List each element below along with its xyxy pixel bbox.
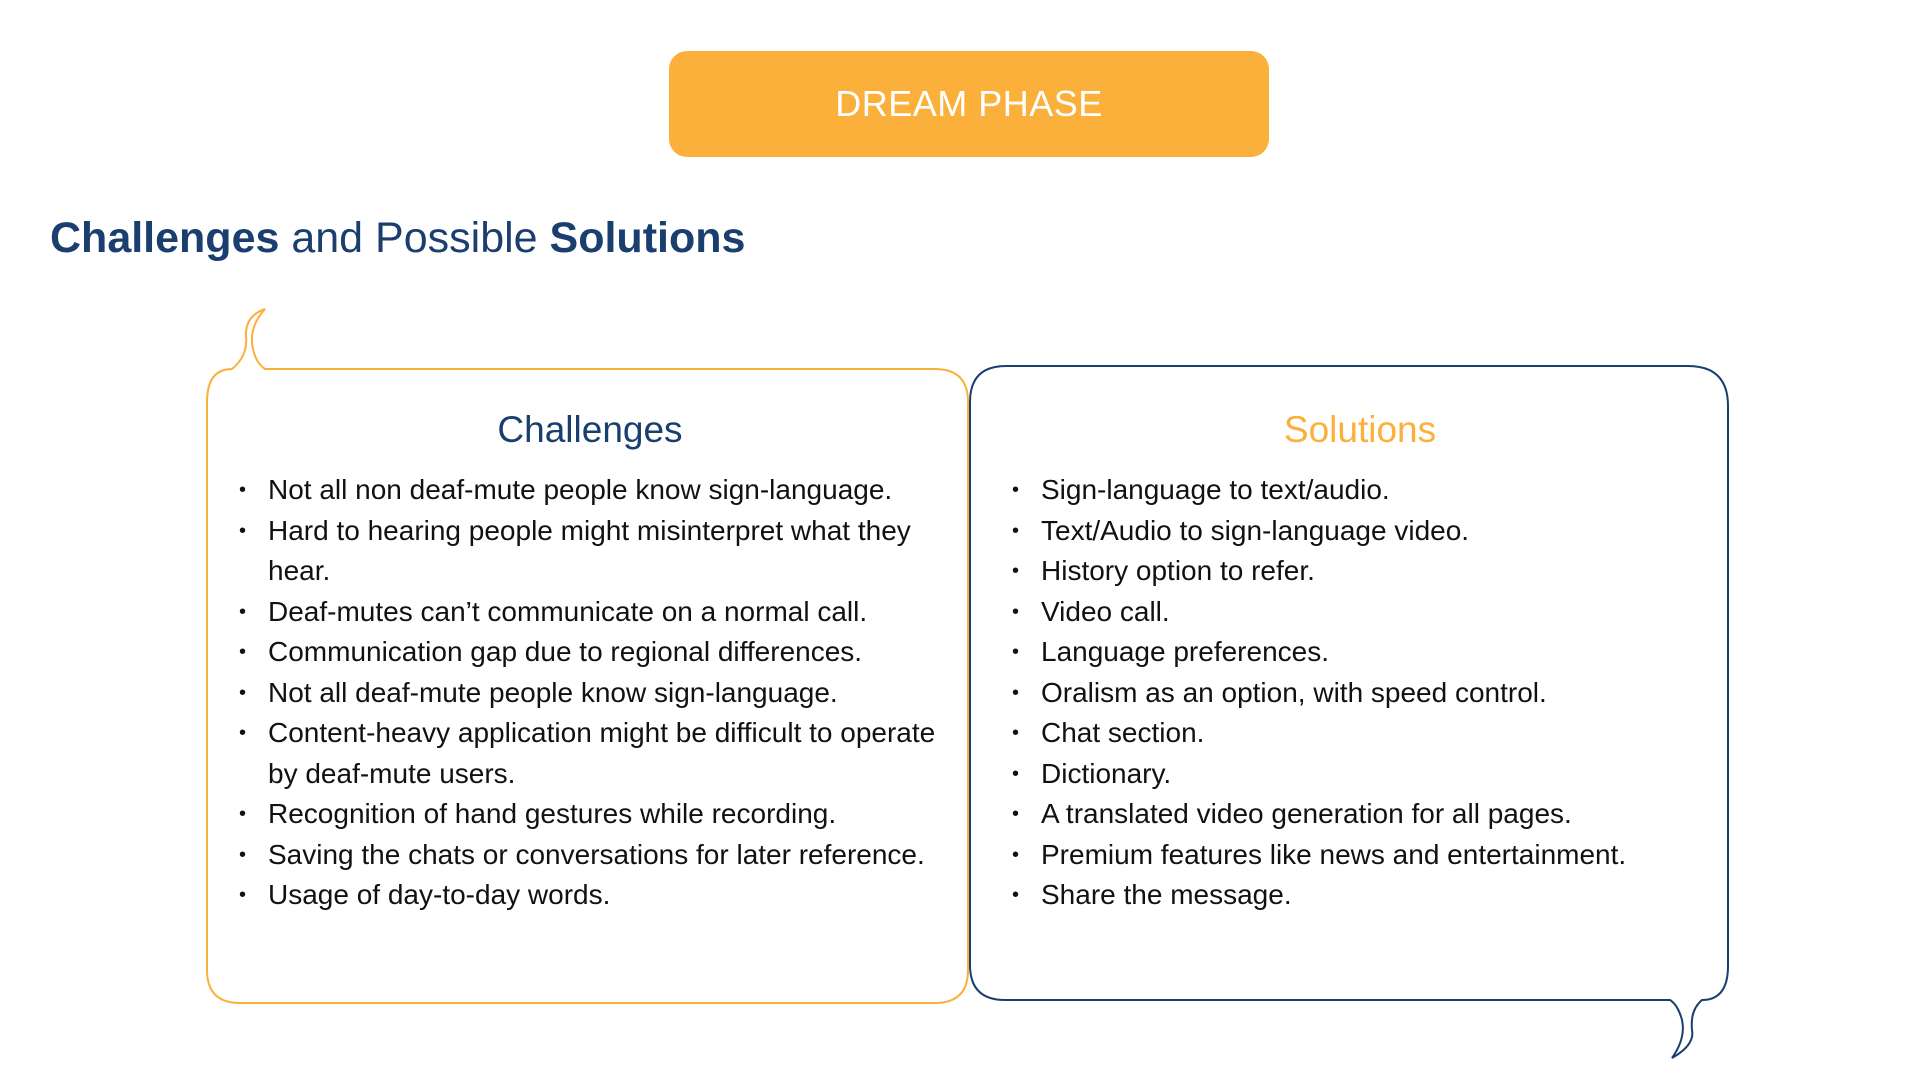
challenge-text: Deaf-mutes can’t communicate on a normal… [268,595,868,627]
bullet-icon: • [1012,762,1020,785]
bullet-icon: • [239,519,247,542]
challenge-item: • Not all deaf-mute people know sign-lang… [210,673,950,714]
bullet-icon: • [239,641,247,663]
solution-text: Video call. [1041,595,1170,627]
challenge-text: Content-heavy application might be diffi… [268,717,936,789]
solution-text: Oralism as an option, with speed control… [1041,676,1547,708]
bullet-icon: • [1012,803,1020,825]
solution-text: Dictionary. [1041,757,1172,789]
solution-text: Share the message. [1041,879,1292,910]
challenge-text: Not all deaf-mute people know sign-langu… [268,676,838,708]
challenge-item: • Communication gap due to regional diffe… [210,632,950,673]
bullet-icon: • [239,600,247,623]
solution-text: Text/Audio to sign-language video. [1041,514,1470,546]
title-challenges: Challenges [50,214,280,262]
solution-item: • Text/Audio to sign-language video. [980,511,1720,552]
bullet-icon: • [1012,681,1020,704]
solution-text: Sign-language to text/audio. [1041,474,1390,505]
solution-text: A translated video generation for all pa… [1041,798,1572,829]
challenge-item: • Saving the chats or conversations for l… [210,835,950,876]
bullet-icon: • [239,803,247,825]
bullet-icon: • [239,722,247,744]
bullet-icon: • [1012,560,1020,582]
phase-badge: DREAM PHASE [669,51,1269,157]
page-title: Challenges and Possible Solutions [50,214,745,263]
solution-item: • Sign-language to text/audio. [980,470,1720,511]
solution-item: • Video call. [980,592,1720,633]
solution-item: • Share the message. [980,875,1720,916]
bullet-icon: • [1012,479,1020,501]
challenge-text: Communication gap due to regional differ… [268,636,863,667]
solutions-heading: Solutions [1283,409,1437,450]
bullet-icon: • [1012,884,1020,906]
challenge-text: Not all non deaf-mute people know sign-l… [268,474,893,505]
solution-item: • Dictionary. [980,754,1720,795]
solution-item: • Oralism as an option, with speed contro… [980,673,1720,714]
bullet-icon: • [1012,600,1020,623]
bullet-icon: • [239,843,247,866]
solution-item: • Language preferences. [980,632,1720,673]
challenges-panel: Challenges • Not all non deaf-mute people… [210,400,970,910]
challenges-heading: Challenges [497,409,683,450]
challenge-item: • Not all non deaf-mute people know sign-… [210,470,950,511]
title-solutions: Solutions [549,214,746,262]
solution-item: • Premium features like news and entertai… [980,835,1720,876]
challenge-item: • Deaf-mutes can’t communicate on a norma… [210,592,950,633]
solution-item: • Chat section. [980,713,1720,754]
bullet-icon: • [239,884,247,906]
solution-text: History option to refer. [1041,555,1315,586]
challenge-text: Hard to hearing people might misinterpre… [268,514,911,587]
bullet-icon: • [1012,641,1020,663]
challenge-item: • Hard to hearing people might misinterpr… [210,511,950,592]
bullet-icon: • [1012,519,1020,542]
solution-text: Premium features like news and entertain… [1041,838,1627,870]
challenge-item: • Usage of day-to-day words. [210,875,950,916]
solution-text: Language preferences. [1041,636,1329,667]
solution-item: • History option to refer. [980,551,1720,592]
challenge-item: • Recognition of hand gestures while reco… [210,794,950,835]
solutions-panel: Solutions • Sign-language to text/audio. … [980,400,1740,910]
challenge-text: Usage of day-to-day words. [268,879,611,910]
challenges-speech-bubble [206,308,969,1004]
solutions-speech-bubble [969,365,1729,1059]
solution-text: Chat section. [1041,717,1205,748]
bullet-icon: • [1012,722,1020,744]
challenge-item: • Content-heavy application might be diff… [210,713,950,794]
bullet-icon: • [239,479,247,501]
challenge-text: Saving the chats or conversations for la… [268,838,925,870]
challenges-list: • Not all non deaf-mute people know sign-… [210,470,950,916]
solutions-list: • Sign-language to text/audio. • Text/Audi… [980,470,1720,916]
phase-label: DREAM PHASE [835,83,1103,124]
solution-item: • A translated video generation for all p… [980,794,1720,835]
challenge-text: Recognition of hand gestures while recor… [268,798,837,829]
bullet-icon: • [239,681,247,704]
title-connector: and Possible [279,214,550,262]
bullet-icon: • [1012,843,1020,866]
